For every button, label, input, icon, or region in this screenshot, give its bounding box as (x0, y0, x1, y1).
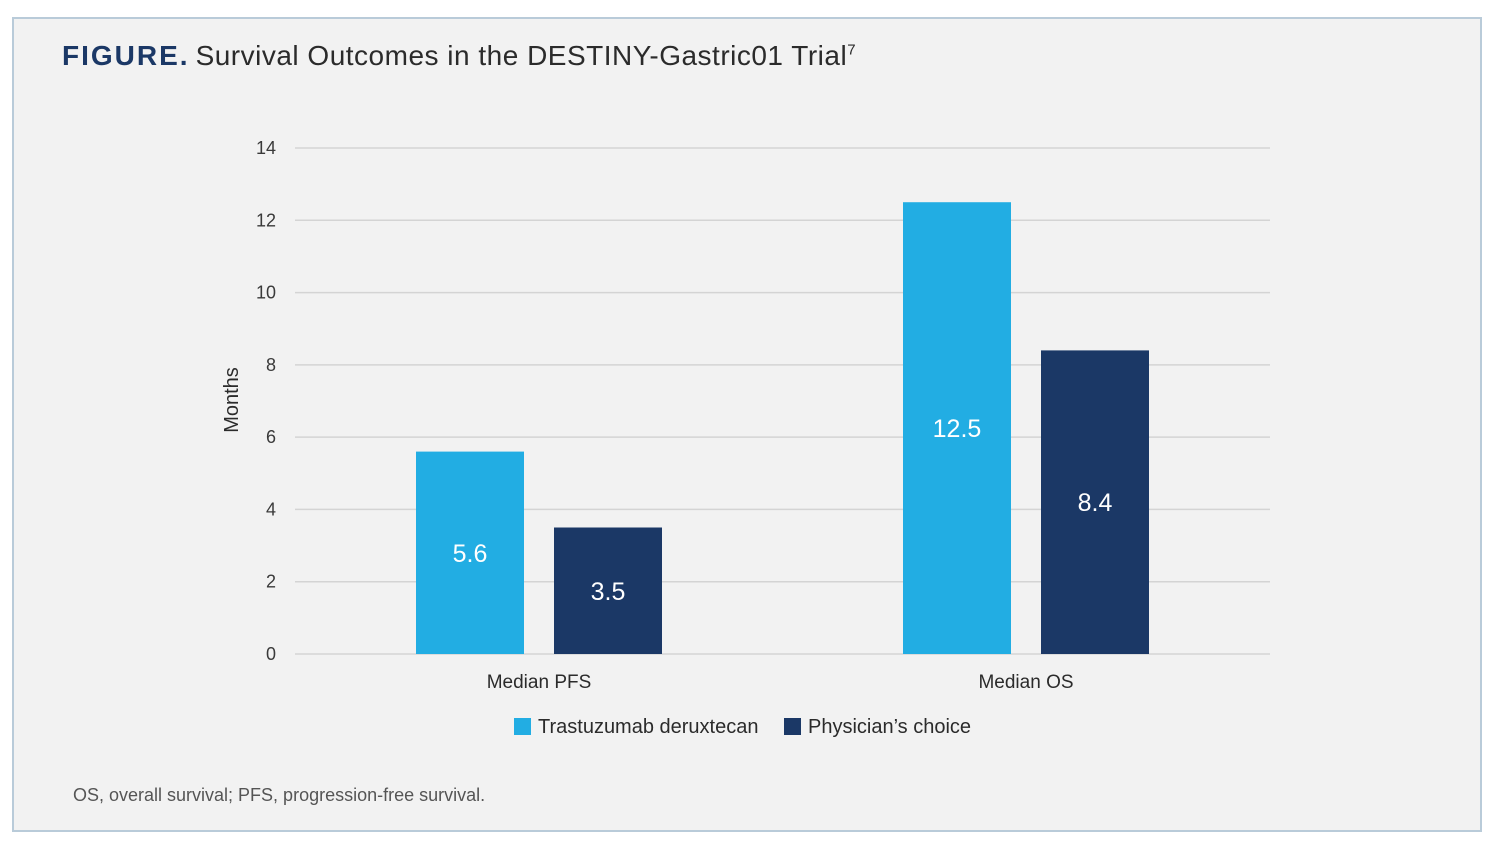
figure-frame (12, 17, 1482, 832)
footnote: OS, overall survival; PFS, progression-f… (73, 785, 486, 805)
bar-value-label: 12.5 (933, 415, 982, 443)
figure-title: FIGURE. Survival Outcomes in the DESTINY-… (62, 40, 856, 72)
legend-label: Physician’s choice (808, 716, 971, 738)
y-tick-label: 10 (256, 283, 276, 303)
legend: Trastuzumab deruxtecan Physician’s choice (514, 716, 971, 738)
figure-title-text: Survival Outcomes in the DESTINY-Gastric… (195, 40, 848, 71)
y-axis-ticks: 0 2 4 6 8 10 12 14 (256, 138, 276, 664)
y-tick-label: 12 (256, 210, 276, 230)
x-category-label: Median PFS (487, 672, 592, 693)
y-axis-label: Months (221, 367, 243, 433)
bar-value-label: 8.4 (1078, 489, 1113, 517)
y-tick-label: 0 (266, 644, 276, 664)
bars: 5.6 3.5 12.5 8.4 (416, 202, 1149, 654)
legend-swatch (514, 718, 531, 735)
x-category-label: Median OS (978, 672, 1073, 693)
bar (903, 202, 1011, 654)
figure-label: FIGURE. (62, 40, 190, 71)
x-axis-categories: Median PFS Median OS (487, 672, 1074, 693)
figure-title-reference: 7 (847, 41, 857, 59)
y-tick-label: 6 (266, 427, 276, 447)
bar (416, 451, 524, 654)
bar (554, 527, 662, 654)
bar (1041, 350, 1149, 654)
bar-value-label: 5.6 (453, 540, 488, 568)
legend-label: Trastuzumab deruxtecan (538, 716, 758, 738)
bar-value-label: 3.5 (591, 578, 626, 606)
y-tick-label: 2 (266, 572, 276, 592)
y-tick-label: 14 (256, 138, 276, 158)
legend-swatch (784, 718, 801, 735)
y-tick-label: 8 (266, 355, 276, 375)
y-tick-label: 4 (266, 499, 276, 519)
